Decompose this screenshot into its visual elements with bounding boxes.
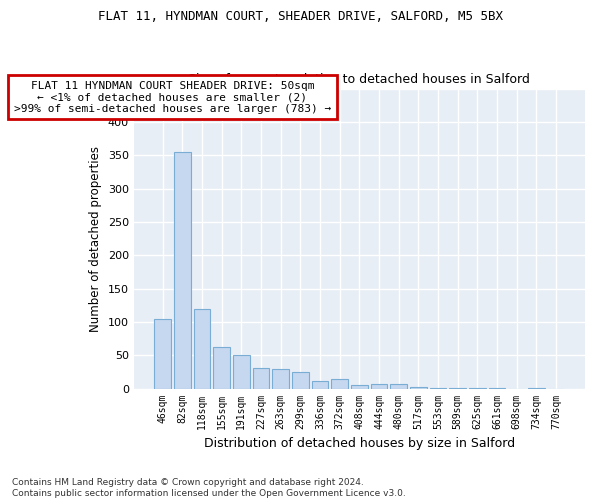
- Bar: [253, 368, 269, 388]
- Text: FLAT 11, HYNDMAN COURT, SHEADER DRIVE, SALFORD, M5 5BX: FLAT 11, HYNDMAN COURT, SHEADER DRIVE, S…: [97, 10, 503, 23]
- Bar: [351, 384, 368, 388]
- Bar: [272, 368, 289, 388]
- Bar: [194, 308, 211, 388]
- Y-axis label: Number of detached properties: Number of detached properties: [89, 146, 102, 332]
- Bar: [371, 384, 388, 388]
- Bar: [311, 381, 328, 388]
- Text: FLAT 11 HYNDMAN COURT SHEADER DRIVE: 50sqm
← <1% of detached houses are smaller : FLAT 11 HYNDMAN COURT SHEADER DRIVE: 50s…: [14, 80, 331, 114]
- Bar: [331, 379, 348, 388]
- Bar: [292, 372, 309, 388]
- X-axis label: Distribution of detached houses by size in Salford: Distribution of detached houses by size …: [204, 437, 515, 450]
- Title: Size of property relative to detached houses in Salford: Size of property relative to detached ho…: [188, 73, 530, 86]
- Bar: [154, 318, 171, 388]
- Bar: [213, 347, 230, 389]
- Bar: [174, 152, 191, 388]
- Text: Contains HM Land Registry data © Crown copyright and database right 2024.
Contai: Contains HM Land Registry data © Crown c…: [12, 478, 406, 498]
- Bar: [391, 384, 407, 388]
- Bar: [233, 355, 250, 388]
- Bar: [410, 387, 427, 388]
